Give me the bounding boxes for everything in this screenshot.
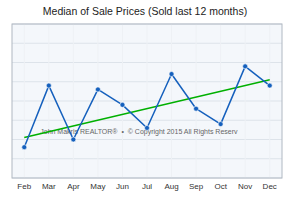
point-marker xyxy=(194,106,199,111)
title: Median of Sale Prices (Sold last 12 mont… xyxy=(43,5,247,17)
grid-line-x xyxy=(73,24,74,178)
point-marker xyxy=(46,83,51,88)
grid-line-x xyxy=(147,24,148,178)
plot-area xyxy=(12,24,282,178)
x-tick-label: Oct xyxy=(214,182,227,191)
grid-line-x xyxy=(48,24,49,178)
point-marker xyxy=(120,102,125,107)
grid-line-x xyxy=(196,24,197,178)
x-tick-label: Jul xyxy=(142,182,152,191)
grid-line-x xyxy=(245,24,246,178)
x-tick-label: Sep xyxy=(189,182,204,191)
point-marker xyxy=(145,125,150,130)
point-marker xyxy=(22,145,27,150)
x-tick-label: Jun xyxy=(116,182,129,191)
chart-container: John Makris REALTOR® • © Copyright 2015 … xyxy=(0,0,290,200)
x-tick-label: Dec xyxy=(263,182,277,191)
series-line xyxy=(24,66,269,147)
grid-line-x xyxy=(24,24,25,178)
point-marker xyxy=(71,137,76,142)
point-marker xyxy=(243,64,248,69)
x-tick-label: Nov xyxy=(238,182,252,191)
trend-line xyxy=(24,80,269,138)
point-marker xyxy=(218,122,223,127)
x-tick-label: Mar xyxy=(42,182,56,191)
grid-line-x xyxy=(220,24,221,178)
point-marker xyxy=(95,87,100,92)
x-tick-label: May xyxy=(90,182,105,191)
grid-line-x xyxy=(269,24,270,178)
point-marker xyxy=(169,72,174,77)
grid-line-x xyxy=(171,24,172,178)
x-tick-label: Apr xyxy=(67,182,80,191)
plot-frame xyxy=(12,24,282,178)
marks xyxy=(22,64,272,150)
grid-line-x xyxy=(122,24,123,178)
x-tick-label: Aug xyxy=(164,182,178,191)
grid-line-x xyxy=(97,24,98,178)
point-marker xyxy=(267,83,272,88)
x-tick-label: Feb xyxy=(17,182,31,191)
chart: John Makris REALTOR® • © Copyright 2015 … xyxy=(0,0,290,200)
